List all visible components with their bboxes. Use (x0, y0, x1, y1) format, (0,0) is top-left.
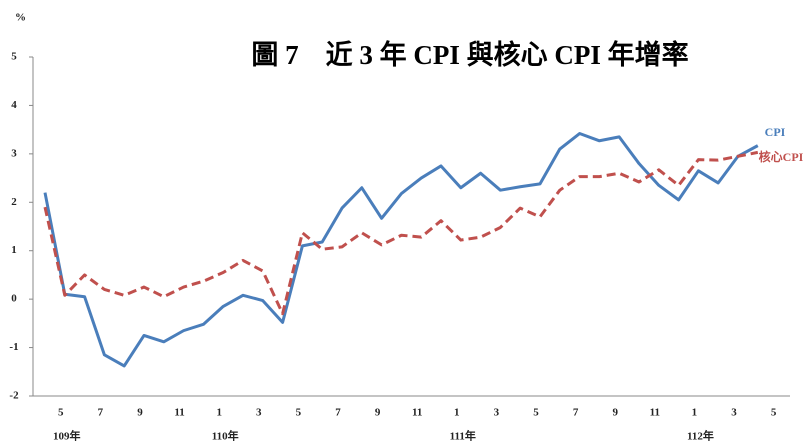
x-tick-label: 11 (174, 407, 184, 419)
series-line (43, 132, 759, 368)
x-tick-label: 9 (137, 407, 143, 419)
y-unit: % (15, 12, 26, 24)
y-tick-label: 1 (11, 244, 17, 256)
x-group-label: 109年 (53, 429, 81, 443)
x-tick-label: 5 (771, 407, 777, 419)
y-tick-label: 5 (11, 51, 17, 63)
x-tick-label: 5 (533, 407, 539, 419)
x-tick-label: 3 (256, 407, 262, 419)
x-tick-label: 1 (454, 407, 460, 419)
x-tick-label: 5 (58, 407, 64, 419)
y-tick-label: 0 (11, 293, 17, 305)
x-tick-label: 1 (216, 407, 222, 419)
x-group-label: 110年 (212, 429, 239, 443)
x-tick-label: 11 (412, 407, 422, 419)
x-tick-label: 11 (650, 407, 660, 419)
series-label: CPI (765, 125, 786, 139)
x-group-label: 112年 (687, 429, 714, 443)
x-tick-label: 5 (296, 407, 302, 419)
x-tick-label: 9 (375, 407, 381, 419)
x-tick-label: 1 (692, 407, 698, 419)
x-tick-label: 9 (612, 407, 618, 419)
x-group-label: 111年 (450, 429, 476, 443)
series-line (43, 150, 759, 316)
y-tick-label: 3 (11, 147, 17, 159)
x-tick-label: 7 (335, 407, 341, 419)
x-tick-label: 7 (98, 407, 104, 419)
y-tick-label: 4 (11, 99, 17, 111)
x-tick-label: 3 (494, 407, 500, 419)
y-tick-label: 2 (11, 196, 17, 208)
x-tick-label: 7 (573, 407, 579, 419)
chart-title: 圖 7 近 3 年 CPI 與核心 CPI 年增率 (251, 39, 688, 70)
y-tick-label: -2 (9, 390, 19, 402)
y-tick-label: -1 (9, 341, 18, 353)
series-label: 核心CPI (759, 149, 804, 164)
x-tick-label: 3 (731, 407, 737, 419)
